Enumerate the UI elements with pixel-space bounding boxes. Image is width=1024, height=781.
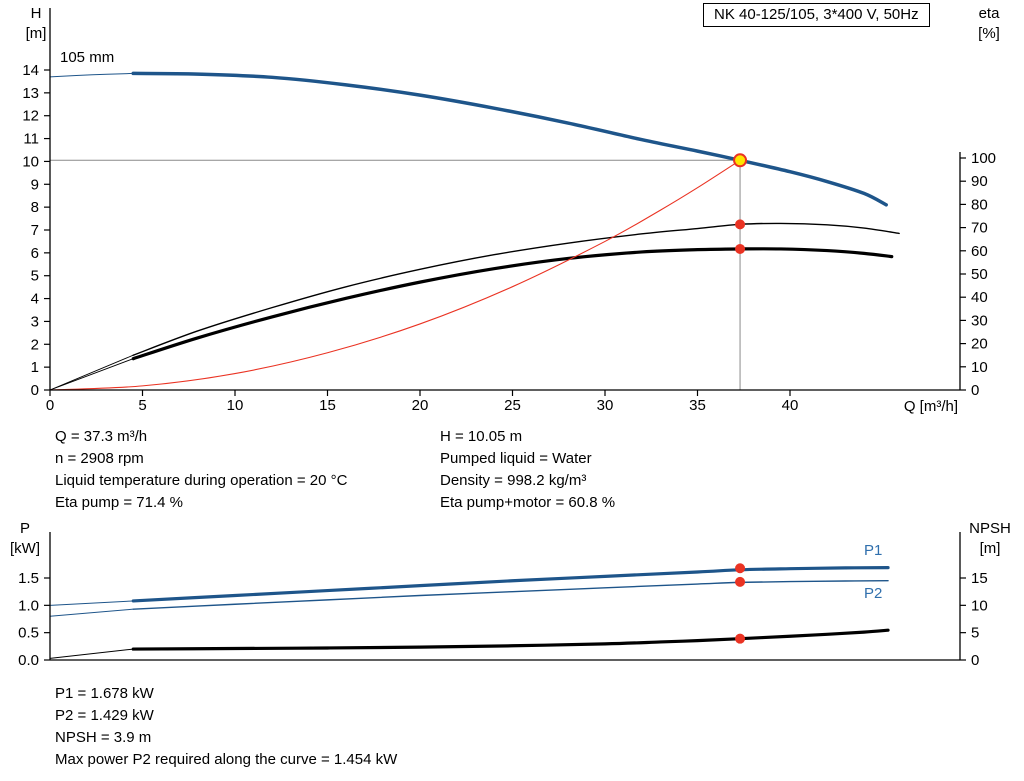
h-axis-title-line1: H [30, 5, 42, 22]
tick-label: 15 [971, 570, 988, 587]
eta-axis-title-line2: [%] [978, 25, 1000, 42]
tick-label: 80 [971, 196, 988, 213]
info-line: Density = 998.2 kg/m³ [440, 472, 587, 489]
tick-label: 5 [138, 397, 146, 414]
tick-label: 1 [31, 359, 39, 376]
eta-pump-lead-in-curve [49, 354, 134, 391]
p2-lead-in-curve [49, 608, 134, 617]
info-line: Q = 37.3 m³/h [55, 428, 148, 445]
tick-label: 30 [597, 397, 614, 414]
p1-duty-marker [735, 563, 746, 574]
info-line: H = 10.05 m [440, 428, 523, 445]
h-axis-title-line2: [m] [25, 25, 47, 42]
tick-label: 9 [31, 176, 39, 193]
h-axis-title: H [m] [16, 4, 56, 44]
info-line: Liquid temperature during operation = 20… [55, 472, 348, 489]
system-curve-curve [49, 159, 741, 391]
tick-label: 3 [31, 313, 39, 330]
tick-label: 5 [31, 268, 39, 285]
impeller-diameter-label: 105 mm [60, 49, 115, 66]
tick-label: 100 [971, 150, 996, 167]
pump-type-title-box: NK 40-125/105, 3*400 V, 50Hz [703, 3, 930, 27]
npsh-lead-in-curve [49, 648, 134, 659]
p-axis-title: P [kW] [2, 519, 48, 559]
info-line: Eta pump+motor = 60.8 % [440, 494, 616, 511]
p1-curve-label: P1 [864, 542, 883, 559]
eta-pump-motor-lead-in-curve [49, 358, 134, 391]
tick-label: 13 [22, 85, 39, 102]
npsh-duty-marker [735, 633, 746, 644]
tick-label: 20 [971, 336, 988, 353]
tick-label: 0 [46, 397, 54, 414]
info-line: Max power P2 required along the curve = … [55, 751, 398, 768]
p1-lead-in-curve [49, 600, 134, 606]
npsh-axis-title-line2: [m] [979, 540, 1001, 557]
tick-label: 70 [971, 220, 988, 237]
p-axis-title-line1: P [19, 520, 30, 537]
tick-label: 1.5 [18, 570, 39, 587]
p2-curve [132, 580, 889, 610]
tick-label: 2 [31, 336, 39, 353]
npsh-axis-title-line1: NPSH [969, 520, 1011, 537]
eta-axis-title: eta [%] [966, 4, 1012, 44]
tick-label: 12 [22, 108, 39, 125]
tick-label: 0.0 [18, 652, 39, 669]
info-line: n = 2908 rpm [55, 450, 144, 467]
npsh-curve [131, 628, 890, 651]
tick-label: 1.0 [18, 597, 39, 614]
p2-curve-label: P2 [864, 585, 883, 602]
tick-label: 30 [971, 312, 988, 329]
tick-label: 10 [227, 397, 244, 414]
p2-duty-marker [735, 576, 746, 587]
tick-label: 35 [689, 397, 706, 414]
tick-label: 0 [971, 652, 979, 669]
tick-label: 25 [504, 397, 521, 414]
info-line: NPSH = 3.9 m [55, 729, 152, 746]
tick-label: 10 [971, 597, 988, 614]
tick-label: 6 [31, 245, 39, 262]
tick-label: 40 [971, 289, 988, 306]
tick-label: 15 [319, 397, 336, 414]
duty-info-right: H = 10.05 m Pumped liquid = Water Densit… [440, 426, 615, 514]
tick-label: 40 [782, 397, 799, 414]
eta-pump-duty-marker [735, 219, 746, 230]
duty-info-left: Q = 37.3 m³/h n = 2908 rpm Liquid temper… [55, 426, 347, 514]
tick-label: 0.5 [18, 625, 39, 642]
tick-label: 50 [971, 266, 988, 283]
tick-label: 5 [971, 625, 979, 642]
head-lead-in-curve [49, 72, 134, 78]
tick-label: 7 [31, 222, 39, 239]
eta-axis-title-line1: eta [978, 5, 1000, 22]
info-line: Pumped liquid = Water [440, 450, 592, 467]
p-axis-title-line2: [kW] [10, 540, 40, 557]
tick-label: 10 [971, 359, 988, 376]
eta-pump-motor-duty-marker [735, 243, 746, 254]
info-line: P1 = 1.678 kW [55, 685, 154, 702]
duty-point-marker [733, 153, 748, 168]
tick-label: 14 [22, 62, 39, 79]
q-axis-title: Q [m³/h] [903, 398, 958, 415]
power-info: P1 = 1.678 kW P2 = 1.429 kW NPSH = 3.9 m… [55, 683, 397, 771]
tick-label: 0 [971, 382, 979, 399]
tick-label: 8 [31, 199, 39, 216]
info-line: P2 = 1.429 kW [55, 707, 154, 724]
head-105mm-curve [131, 71, 888, 207]
p1-curve [131, 566, 890, 603]
tick-label: 10 [22, 153, 39, 170]
tick-label: 60 [971, 243, 988, 260]
tick-label: 11 [23, 131, 39, 148]
info-line: Eta pump = 71.4 % [55, 494, 183, 511]
eta-pump-motor-curve [131, 247, 894, 361]
eta-pump-curve [132, 222, 900, 356]
npsh-axis-title: NPSH [m] [960, 519, 1020, 559]
tick-label: 90 [971, 173, 988, 190]
tick-label: 20 [412, 397, 429, 414]
tick-label: 0 [31, 382, 39, 399]
tick-label: 4 [31, 291, 39, 308]
